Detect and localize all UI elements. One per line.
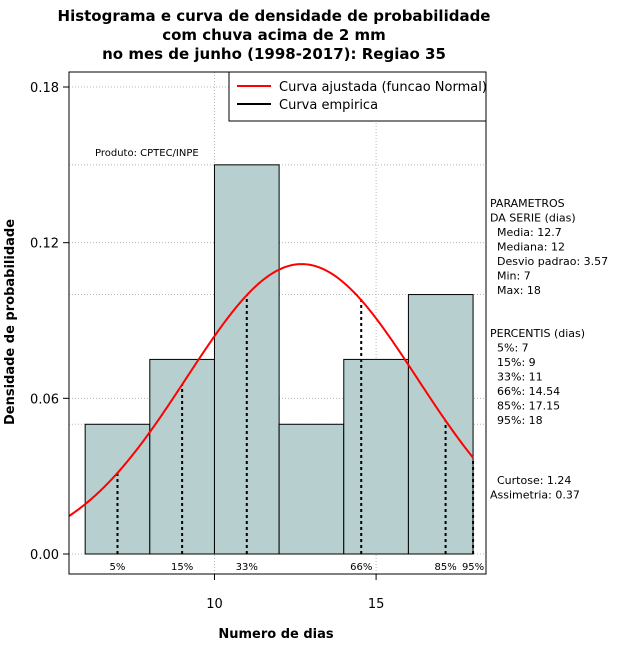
axis-ticks: 10 15 0.00 0.06 0.12 0.18 [30,81,384,612]
parametros-text: PARAMETROS DA SERIE (dias) Media: 12.7 M… [490,197,633,297]
chart-title-line-1: Histograma e curva de densidade de proba… [58,7,491,25]
percentis-line: 66%: 14.54 [490,385,560,398]
histogram-bar [343,358,409,555]
percentis-line: 5%: 7 [490,342,529,355]
percentile-lines [116,295,475,554]
x-axis-title: Numero de dias [218,627,334,642]
y-tick-label: 0.00 [30,548,59,563]
percentile-label: 5% [110,562,126,573]
chart-title-line-2: com chuva acima de 2 mm [162,26,386,44]
y-tick-label: 0.18 [30,81,59,96]
percentile-labels: 5% 15% 33% 66% 85% 95% [110,562,485,573]
percentis-line: 15%: 9 [490,356,536,369]
stats-text: Curtose: 1.24 Assimetria: 0.37 [490,474,597,502]
x-tick-label: 10 [206,597,223,612]
y-tick-label: 0.06 [30,392,59,407]
chart-title-line-3: no mes de junho (1998-2017): Regiao 35 [102,45,446,63]
percentile-label: 85% [434,562,456,573]
legend-label-empirical: Curva empirica [279,98,378,113]
percentile-label: 15% [171,562,193,573]
legend: Curva ajustada (funcao Normal) Curva emp… [228,71,487,122]
legend-label-fitted: Curva ajustada (funcao Normal) [279,80,487,95]
histogram-bar [278,423,345,555]
y-axis-title: Densidade de probabilidade [3,219,18,425]
histogram-bar [407,294,474,555]
percentile-label: 95% [462,562,484,573]
percentile-label: 66% [350,562,372,573]
percentis-line: 85%: 17.15 [490,400,560,413]
percentile-label: 33% [236,562,258,573]
y-tick-label: 0.12 [30,237,59,252]
parametros-line: Max: 18 [490,284,541,297]
parametros-line: DA SERIE (dias) [490,212,576,225]
percentis-line: 33%: 11 [490,371,543,384]
parametros-line: Desvio padrao: 3.57 [490,255,608,268]
parametros-line: Media: 12.7 [490,226,562,239]
histogram-bars [84,164,474,555]
legend-box [228,71,487,122]
x-tick-label: 15 [368,597,385,612]
stats-line: Curtose: 1.24 [490,474,571,487]
percentis-line: 95%: 18 [490,414,543,427]
percentis-line: PERCENTIS (dias) [490,327,585,340]
product-annotation: Produto: CPTEC/INPE [95,148,199,159]
percentis-text: PERCENTIS (dias) 5%: 7 15%: 9 33%: 11 66… [490,327,610,427]
normal-curve [68,263,474,517]
stats-line: Assimetria: 0.37 [490,489,580,502]
normal-curve-layer [68,263,474,517]
parametros-line: Min: 7 [490,270,531,283]
parametros-line: Mediana: 12 [490,241,565,254]
side-panel: PARAMETROS DA SERIE (dias) Media: 12.7 M… [490,197,633,502]
parametros-line: PARAMETROS [490,197,565,210]
